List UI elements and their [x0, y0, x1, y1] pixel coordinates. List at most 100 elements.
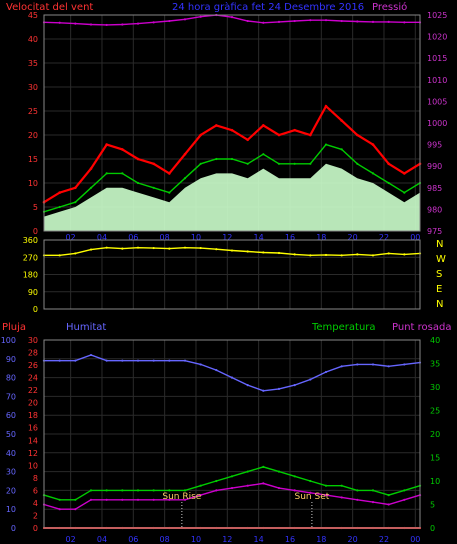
humidity-point	[340, 365, 343, 368]
pressure-axis: 1025 1020 1015 1010 1005 1000 995 990 985 980 975	[427, 11, 447, 236]
rain-tick: 0	[33, 524, 38, 533]
pressure-point	[387, 20, 390, 24]
humidity-point	[371, 363, 375, 366]
humidity-point	[105, 359, 108, 362]
temperature-point	[371, 489, 375, 492]
pressure-point	[324, 19, 328, 22]
direction-tick: 90	[28, 288, 38, 297]
pressure-point	[105, 23, 108, 27]
pressure-tick: 990	[427, 162, 442, 171]
temperature-tick: 0	[430, 524, 435, 533]
humidity-point	[215, 368, 218, 372]
pressure-point	[293, 19, 296, 23]
humidity-time-tick: 08	[160, 535, 170, 544]
temperature-point	[168, 489, 171, 492]
wind-average-point	[262, 153, 265, 156]
temperature-point	[121, 489, 124, 492]
wind-average-point	[309, 162, 312, 165]
wind-gust-point	[168, 172, 171, 175]
wind-direction-point	[152, 246, 155, 250]
temperature-tick: 40	[430, 336, 440, 345]
humidity-tick: 40	[6, 449, 16, 458]
wind-time-tick: 12	[222, 233, 232, 242]
wind-direction-point	[262, 251, 265, 254]
humidity-tick: 100	[1, 336, 16, 345]
humidity-time-tick: 10	[191, 535, 201, 544]
dewpoint-point	[74, 508, 77, 511]
temperature-point	[387, 494, 390, 497]
wind-speed-tick: 45	[28, 11, 38, 20]
pressure-point	[58, 21, 61, 24]
wind-gust-point	[230, 128, 234, 132]
pressure-point	[403, 21, 406, 24]
humidity-time-axis: 02 04 06 08 10 12 14 16 18 20 22 00	[66, 535, 421, 544]
dewpoint-point	[387, 503, 390, 506]
wind-speed-tick: 15	[28, 155, 38, 164]
wind-gust-point	[340, 119, 343, 122]
wind-average-point	[89, 186, 93, 189]
pressure-point	[168, 19, 171, 23]
rain-tick: 26	[28, 361, 38, 370]
humidity-point	[387, 365, 390, 368]
humidity-tick: 10	[6, 505, 16, 514]
temperature-tick: 20	[430, 430, 440, 439]
wind-direction-point	[371, 254, 375, 257]
wind-direction-point	[74, 252, 77, 255]
pressure-label: Pressió	[372, 1, 407, 13]
rain-tick: 10	[28, 461, 38, 470]
humidity-time-tick: 20	[348, 535, 358, 544]
wind-speed-tick: 20	[28, 131, 38, 140]
dewpoint-point	[309, 491, 312, 494]
temperature-point	[152, 489, 155, 492]
humidity-time-tick: 04	[97, 535, 107, 544]
rain-tick: 6	[33, 486, 38, 495]
pressure-tick: 1020	[427, 33, 447, 42]
dewpoint-point	[168, 498, 171, 501]
wind-direction-point	[105, 246, 108, 249]
direction-series	[42, 246, 422, 257]
temperature-point	[58, 498, 61, 501]
humidity-point	[246, 384, 249, 387]
wind-direction-point	[230, 249, 234, 252]
wind-speed-tick: 40	[28, 35, 38, 44]
wind-gust-point	[105, 143, 108, 146]
humidity-tick: 0	[11, 524, 16, 533]
wind-gust-point	[262, 124, 265, 127]
pressure-point	[121, 23, 124, 26]
humidity-point	[183, 359, 187, 362]
dewpoint-point	[403, 498, 406, 501]
humidity-tick: 20	[6, 486, 16, 495]
humidity-time-tick: 18	[316, 535, 326, 544]
humidity-tick: 70	[6, 392, 16, 401]
compass-label: N	[436, 299, 443, 310]
wind-lull-fill	[44, 163, 420, 231]
temperature-point	[340, 484, 343, 487]
pressure-point	[230, 16, 234, 19]
humidity-time-tick: 02	[66, 535, 76, 544]
humidity-point	[74, 359, 77, 362]
wind-direction-point	[58, 254, 61, 257]
rain-tick: 2	[33, 511, 38, 520]
temperature-tick: 25	[430, 407, 440, 416]
temperature-tick: 35	[430, 360, 440, 369]
wind-gust-point	[277, 133, 281, 137]
humidity-time-tick: 22	[379, 535, 389, 544]
wind-gust-point	[387, 162, 390, 166]
wind-gust-point	[309, 133, 312, 137]
rain-tick: 28	[28, 349, 38, 358]
dewpoint-point	[324, 494, 328, 497]
sun-rise-label: Sun Rise	[162, 492, 201, 502]
humidity-time-tick: 00	[410, 535, 420, 544]
temperature-point	[293, 475, 296, 478]
rain-tick: 14	[28, 436, 38, 445]
pressure-point	[246, 19, 249, 23]
temperature-point	[246, 470, 249, 473]
wind-direction-point	[309, 254, 312, 257]
dewpoint-point	[183, 498, 187, 501]
wind-gust-point	[58, 191, 61, 194]
wind-gust-point	[121, 148, 124, 151]
humidity-time-tick: 16	[285, 535, 295, 544]
wind-speed-axis: 45 40 35 30 25 20 15 10 5 0	[28, 11, 38, 236]
humidity-point	[262, 389, 265, 392]
temperature-axis: 40 35 30 25 20 15 10 5 0	[430, 336, 440, 533]
